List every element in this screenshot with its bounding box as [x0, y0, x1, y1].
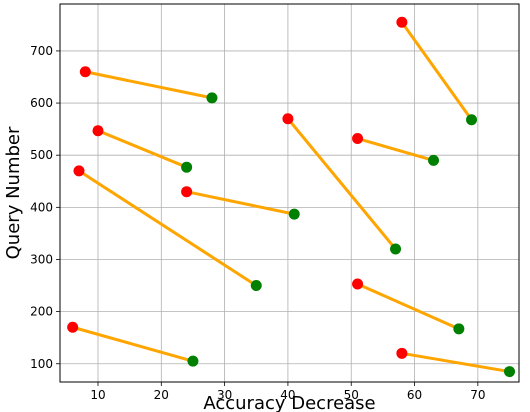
- end-point: [187, 355, 199, 367]
- x-tick-label: 30: [217, 388, 232, 402]
- connector-line: [186, 190, 295, 216]
- x-tick-label: 40: [280, 388, 295, 402]
- y-tick-label: 300: [30, 252, 53, 266]
- data-pair: [181, 186, 300, 220]
- connector-line: [85, 70, 213, 100]
- x-tick-label: 20: [154, 388, 169, 402]
- connector-line: [356, 282, 460, 331]
- end-point: [453, 323, 465, 335]
- x-axis-ticks: 10 20 30 40 50 60 70: [90, 382, 485, 402]
- end-point: [206, 92, 218, 104]
- end-point: [288, 208, 300, 220]
- x-tick-label: 50: [344, 388, 359, 402]
- x-tick-label: 60: [407, 388, 422, 402]
- y-axis-label: Query Number: [3, 126, 24, 259]
- y-tick-label: 200: [30, 305, 53, 319]
- y-tick-label: 700: [30, 44, 53, 58]
- start-point: [352, 133, 364, 145]
- end-point: [390, 243, 402, 255]
- x-axis-label: Accuracy Decrease: [203, 393, 375, 412]
- y-axis-ticks: 100 200 300 400 500 600 700: [30, 44, 60, 371]
- connector-line: [72, 325, 194, 363]
- start-point: [67, 321, 79, 333]
- end-point: [250, 280, 262, 292]
- connector-line: [400, 21, 473, 121]
- data-pair: [79, 66, 218, 104]
- y-tick-label: 400: [30, 200, 53, 214]
- start-point: [282, 113, 294, 125]
- start-point: [396, 16, 408, 28]
- connector-line: [286, 117, 397, 251]
- data-pair: [396, 347, 516, 378]
- data-pair: [282, 113, 402, 255]
- data-pair: [73, 165, 262, 292]
- connector-line: [357, 137, 434, 162]
- connector-line: [78, 169, 258, 287]
- y-tick-label: 500: [30, 148, 53, 162]
- connector-line: [401, 351, 510, 374]
- x-tick-label: 70: [470, 388, 485, 402]
- end-point: [428, 154, 440, 166]
- plot-frame: [59, 3, 520, 383]
- end-point: [181, 161, 193, 173]
- connector-line: [97, 129, 188, 169]
- start-point: [73, 165, 85, 177]
- data-pairs: [67, 16, 516, 378]
- start-point: [79, 66, 91, 78]
- data-pair: [67, 321, 199, 367]
- data-pair: [352, 133, 440, 166]
- y-tick-label: 100: [30, 357, 53, 371]
- data-pair: [92, 125, 193, 173]
- y-tick-label: 600: [30, 96, 53, 110]
- data-pair: [352, 278, 465, 335]
- x-tick-label: 10: [90, 388, 105, 402]
- data-pair: [396, 16, 478, 126]
- end-point: [466, 114, 478, 126]
- start-point: [396, 347, 408, 359]
- start-point: [92, 125, 104, 137]
- start-point: [352, 278, 364, 290]
- end-point: [504, 366, 516, 378]
- start-point: [181, 186, 193, 198]
